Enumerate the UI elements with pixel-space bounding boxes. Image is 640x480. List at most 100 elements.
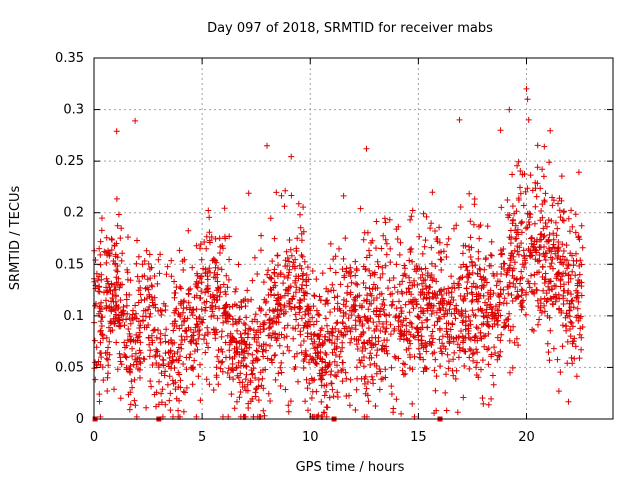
data-point	[128, 378, 135, 385]
data-point	[151, 391, 158, 398]
data-point	[469, 297, 476, 304]
data-point	[541, 143, 548, 150]
data-point	[120, 304, 127, 310]
data-point	[146, 353, 153, 360]
data-point	[422, 283, 429, 289]
data-point	[478, 366, 484, 373]
data-point	[553, 275, 560, 282]
data-point	[527, 172, 534, 179]
data-point	[234, 348, 241, 355]
data-point	[395, 223, 402, 230]
data-point	[478, 321, 485, 328]
data-point	[470, 357, 477, 364]
data-point	[108, 247, 115, 253]
data-point	[158, 370, 165, 377]
data-point	[158, 308, 165, 314]
data-point	[261, 296, 268, 303]
data-point	[408, 213, 415, 220]
data-point	[310, 356, 317, 363]
data-point	[406, 279, 413, 286]
data-point	[466, 271, 473, 278]
data-point	[391, 284, 398, 291]
data-point	[274, 313, 281, 320]
data-point	[334, 333, 341, 340]
data-point	[471, 201, 478, 208]
data-point	[561, 281, 567, 288]
data-point	[226, 341, 233, 348]
data-point	[286, 266, 293, 273]
data-point	[280, 350, 287, 357]
data-point	[537, 296, 544, 303]
data-point	[98, 227, 105, 234]
data-point	[397, 336, 403, 342]
data-point	[502, 322, 509, 329]
data-point	[424, 324, 431, 331]
data-point	[533, 193, 540, 200]
data-point	[263, 311, 269, 318]
data-point	[143, 404, 150, 411]
data-point	[330, 256, 337, 263]
data-point	[167, 390, 174, 397]
data-point	[515, 158, 522, 165]
data-point	[249, 395, 256, 402]
data-point	[346, 402, 353, 409]
data-point	[224, 284, 231, 291]
data-point	[353, 364, 360, 371]
data-point	[245, 190, 252, 197]
data-point	[488, 238, 495, 245]
data-point	[193, 278, 200, 285]
data-point	[523, 291, 529, 298]
data-point	[428, 244, 435, 251]
data-point	[556, 305, 563, 312]
data-point	[109, 291, 116, 297]
data-point	[571, 355, 578, 362]
data-point	[491, 320, 498, 327]
data-point	[505, 283, 512, 290]
data-point	[560, 301, 567, 307]
data-point	[309, 377, 316, 384]
data-point	[177, 377, 184, 384]
data-point	[198, 273, 205, 279]
data-point	[292, 364, 299, 370]
data-point	[209, 306, 216, 312]
data-point	[183, 304, 190, 311]
data-point	[316, 370, 323, 377]
y-tick-label: 0.35	[55, 51, 84, 66]
data-point	[198, 288, 205, 295]
data-point	[476, 235, 483, 242]
data-point	[129, 345, 136, 352]
data-point	[485, 361, 492, 368]
data-point	[450, 338, 457, 345]
data-point	[132, 356, 139, 363]
data-point	[297, 211, 303, 218]
data-point	[555, 271, 562, 278]
data-point	[376, 291, 383, 298]
data-point	[508, 257, 514, 264]
data-point	[316, 312, 323, 319]
data-point	[297, 304, 304, 311]
data-point	[131, 376, 138, 383]
data-point	[454, 341, 461, 348]
data-point	[343, 375, 350, 382]
data-point	[574, 305, 581, 312]
data-point	[310, 332, 317, 338]
data-point	[318, 382, 325, 389]
data-point	[554, 255, 561, 261]
data-point	[221, 205, 228, 212]
data-point	[573, 373, 580, 380]
data-point	[304, 323, 311, 330]
data-point	[127, 366, 134, 373]
data-point	[125, 326, 132, 332]
data-point	[130, 307, 136, 314]
data-point	[470, 280, 477, 287]
data-point	[380, 324, 387, 330]
data-point	[407, 216, 414, 223]
data-point	[501, 295, 508, 302]
data-point	[300, 204, 307, 211]
data-point	[517, 184, 523, 191]
data-point	[131, 397, 138, 404]
data-point	[465, 325, 472, 332]
data-point	[570, 262, 577, 269]
data-point	[245, 298, 251, 305]
data-point	[488, 395, 495, 402]
